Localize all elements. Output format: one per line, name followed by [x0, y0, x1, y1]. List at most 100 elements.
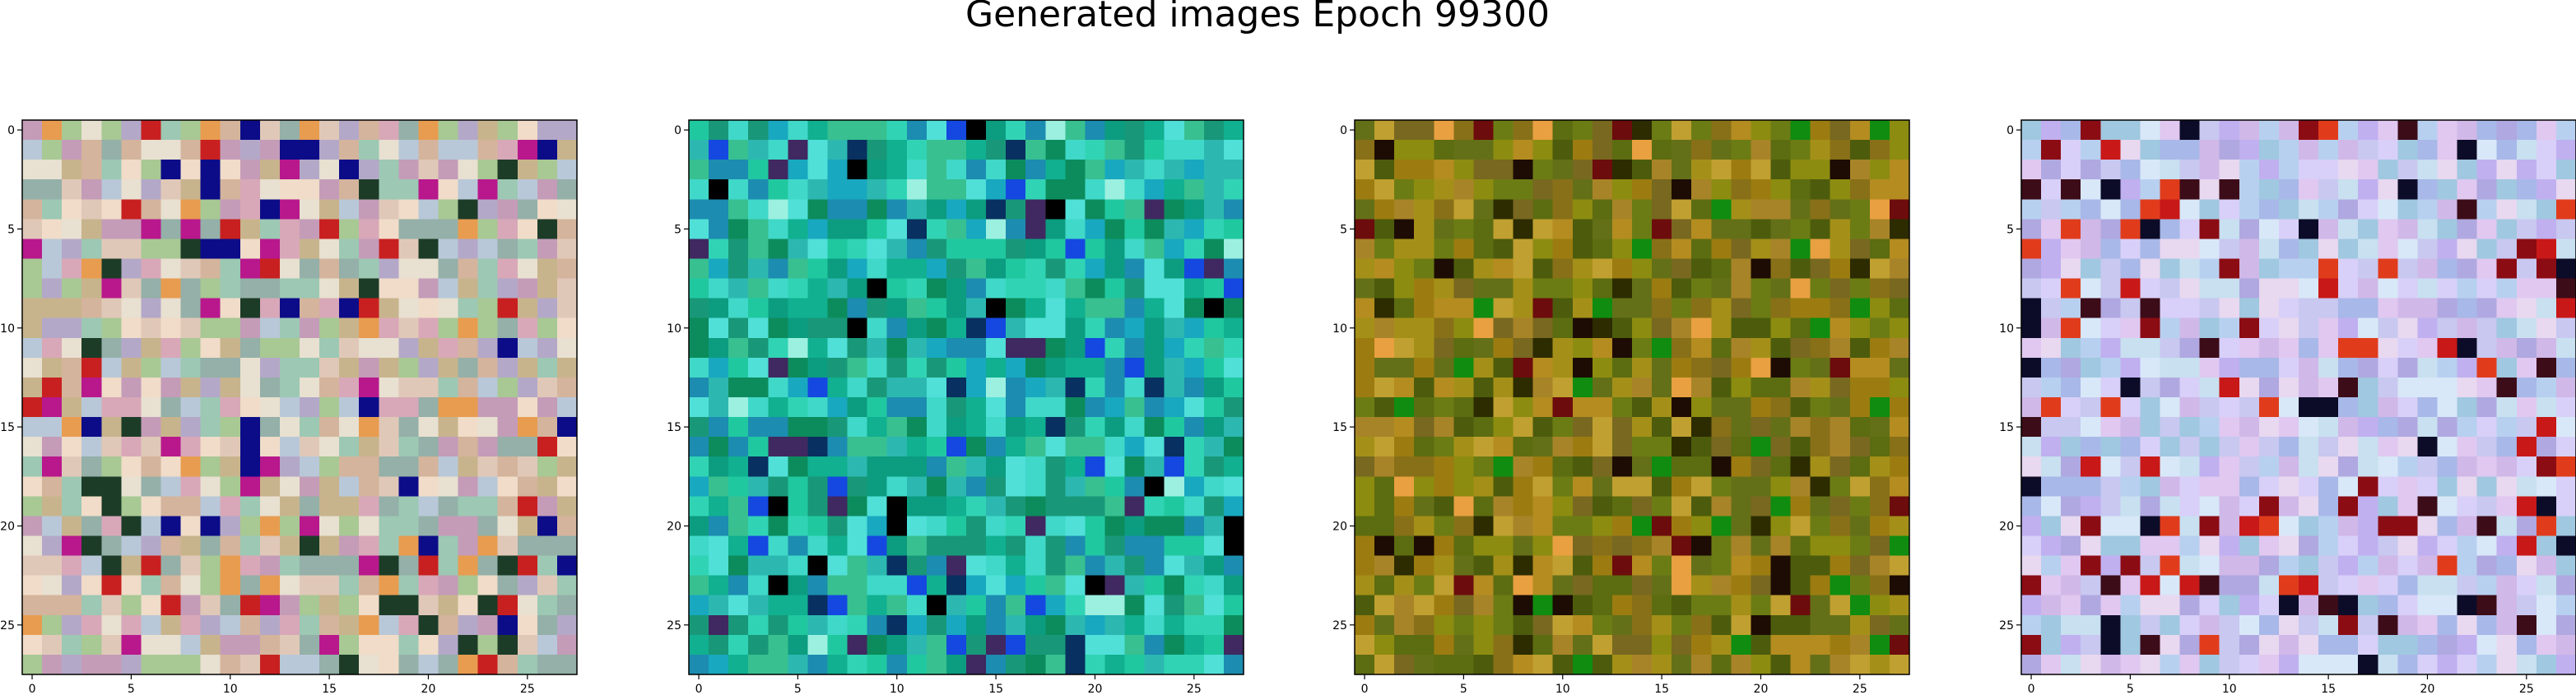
pixel [279, 357, 300, 378]
pixel [418, 634, 439, 656]
pixel [1203, 337, 1225, 359]
pixel [2179, 298, 2201, 319]
pixel [2100, 239, 2121, 260]
pixel [259, 654, 281, 675]
pixel [2378, 160, 2398, 180]
pixel [1810, 614, 1831, 636]
pixel [1572, 555, 1593, 577]
pixel [986, 476, 1007, 497]
pixel [1652, 317, 1672, 339]
pixel [2258, 535, 2280, 557]
pixel [1672, 476, 1692, 497]
pixel [1672, 239, 1692, 260]
pixel [2476, 397, 2498, 418]
pixel [827, 595, 849, 616]
pixel [867, 456, 888, 477]
pixel [121, 476, 142, 497]
pixel [2021, 179, 2042, 200]
pixel [2338, 239, 2359, 260]
pixel [1374, 634, 1395, 656]
pixel [2041, 199, 2062, 220]
pixel [239, 258, 261, 280]
pixel [379, 476, 399, 497]
pixel [1810, 595, 1831, 616]
pixel [2516, 516, 2537, 537]
pixel [1751, 160, 1772, 180]
pixel [1124, 456, 1146, 477]
pixel [748, 199, 769, 220]
pixel [847, 654, 868, 675]
pixel [398, 476, 420, 497]
pixel [1183, 634, 1205, 656]
pixel [2041, 634, 2062, 656]
pixel [1223, 357, 1244, 378]
pixel [2299, 417, 2319, 438]
pixel [1065, 377, 1086, 398]
pixel [81, 654, 102, 675]
pixel [1473, 179, 1495, 200]
pixel [1552, 516, 1574, 537]
pixel [1513, 337, 1534, 359]
pixel [1164, 239, 1185, 260]
pixel [2338, 595, 2359, 616]
pixel [477, 516, 499, 537]
x-tick-label: 20 [1754, 683, 1769, 695]
pixel [2318, 377, 2339, 398]
pixel [2536, 317, 2557, 339]
pixel [986, 239, 1007, 260]
pixel [847, 140, 868, 160]
pixel [2378, 278, 2398, 299]
pixel [22, 437, 43, 457]
pixel [1830, 535, 1851, 557]
pixel [2555, 516, 2576, 537]
pixel [1374, 476, 1395, 497]
pixel [1394, 535, 1415, 557]
pixel [1632, 516, 1653, 537]
pixel [239, 239, 261, 260]
pixel [1374, 179, 1395, 200]
pixel [458, 516, 479, 537]
pixel [438, 278, 459, 299]
pixel [2476, 614, 2498, 636]
pixel [81, 555, 102, 577]
pixel [300, 219, 320, 240]
pixel [2120, 516, 2141, 537]
pixel [886, 397, 908, 418]
pixel [689, 476, 709, 497]
pixel [477, 614, 499, 636]
pixel [1006, 516, 1026, 537]
pixel [2318, 437, 2339, 457]
pixel [986, 357, 1007, 378]
pixel [398, 298, 420, 319]
pixel [477, 654, 499, 675]
pixel [339, 377, 360, 398]
pixel [827, 496, 849, 517]
pixel [239, 357, 261, 378]
pixel [2536, 357, 2557, 378]
pixel [2219, 437, 2240, 457]
pixel [1104, 456, 1126, 477]
pixel [966, 456, 987, 477]
pixel [1493, 298, 1514, 319]
pixel [748, 456, 769, 477]
pixel [807, 219, 829, 240]
pixel [886, 160, 908, 180]
pixel [1355, 377, 1375, 398]
pixel [906, 298, 928, 319]
pixel [379, 160, 399, 180]
pixel [259, 140, 281, 160]
pixel [966, 634, 987, 656]
pixel [2338, 377, 2359, 398]
pixel [1223, 516, 1244, 537]
pixel [379, 634, 399, 656]
pixel [418, 654, 439, 675]
pixel [1223, 654, 1244, 675]
pixel [886, 337, 908, 359]
pixel [2417, 377, 2439, 398]
pixel [2021, 634, 2042, 656]
pixel [379, 437, 399, 457]
pixel [141, 437, 162, 457]
y-tick-label: 0 [7, 124, 15, 137]
pixel [906, 357, 928, 378]
pixel [1203, 317, 1225, 339]
